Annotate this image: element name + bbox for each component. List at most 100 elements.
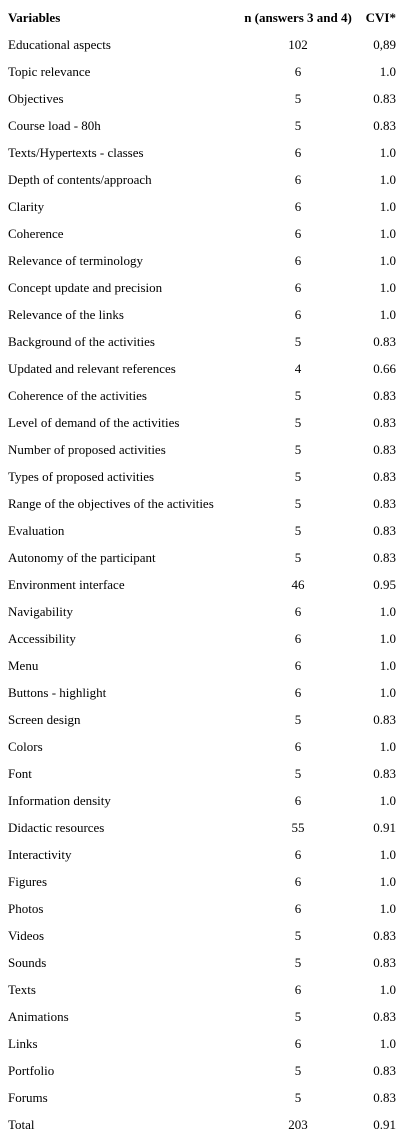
row-cell: 5	[294, 1009, 302, 1024]
row-label: Evaluation	[8, 523, 65, 538]
row-cell: 6	[294, 631, 302, 646]
row-label: Concept update and precision	[8, 280, 163, 295]
row-label: Links	[8, 1036, 38, 1051]
row-label: Screen design	[8, 712, 81, 727]
row-cell: 6	[294, 307, 302, 322]
row-label: Sounds	[8, 955, 47, 970]
row-cell: 6	[294, 199, 302, 214]
row-label: Background of the activities	[8, 334, 155, 349]
row-cell: 6	[294, 172, 302, 187]
row-cell: 0.83	[373, 1063, 396, 1078]
row-label: Educational aspects	[8, 37, 111, 52]
row-cell: 1.0	[379, 685, 396, 700]
row-cell: 0.83	[373, 550, 396, 565]
row-label: Depth of contents/approach	[8, 172, 152, 187]
row-cell: 1.0	[379, 172, 396, 187]
row-label: Relevance of the links	[8, 307, 124, 322]
row-cell: 1.0	[379, 739, 396, 754]
row-cell: 5	[294, 955, 302, 970]
row-cell: 6	[294, 658, 302, 673]
row-cell: 6	[294, 226, 302, 241]
row-cell: 1.0	[379, 64, 396, 79]
header-cell: Variables	[8, 10, 61, 25]
row-cell: 0.91	[373, 820, 396, 835]
row-cell: 6	[294, 874, 302, 889]
header-cell: n (answers 3 and 4)	[244, 10, 352, 25]
row-cell: 6	[294, 685, 302, 700]
row-cell: 6	[294, 847, 302, 862]
row-cell: 6	[294, 253, 302, 268]
row-cell: 6	[294, 1036, 302, 1051]
row-label: Didactic resources	[8, 820, 105, 835]
row-cell: 5	[294, 523, 302, 538]
row-cell: 46	[291, 577, 305, 592]
row-cell: 0.83	[373, 955, 396, 970]
row-label: Font	[8, 766, 32, 781]
row-cell: 1.0	[379, 847, 396, 862]
row-cell: 0.83	[373, 523, 396, 538]
row-label: Colors	[8, 739, 43, 754]
row-label: Course load - 80h	[8, 118, 101, 133]
row-cell: 5	[294, 928, 302, 943]
row-cell: 1.0	[379, 226, 396, 241]
row-label: Autonomy of the participant	[8, 550, 156, 565]
row-cell: 5	[294, 469, 302, 484]
row-label: Range of the objectives of the activitie…	[8, 496, 214, 511]
row-cell: 1.0	[379, 793, 396, 808]
row-cell: 0.83	[373, 712, 396, 727]
row-label: Objectives	[8, 91, 64, 106]
row-cell: 0,89	[373, 37, 396, 52]
row-cell: 0.66	[373, 361, 396, 376]
row-cell: 0.83	[373, 1090, 396, 1105]
row-label: Menu	[8, 658, 39, 673]
row-cell: 5	[294, 91, 302, 106]
row-cell: 0.83	[373, 415, 396, 430]
row-label: Environment interface	[8, 577, 125, 592]
row-cell: 5	[294, 496, 302, 511]
row-cell: 1.0	[379, 199, 396, 214]
row-cell: 4	[294, 361, 302, 376]
row-label: Interactivity	[8, 847, 72, 862]
row-cell: 0.83	[373, 388, 396, 403]
row-label: Figures	[8, 874, 47, 889]
row-cell: 5	[294, 334, 302, 349]
row-cell: 1.0	[379, 253, 396, 268]
header-cell: CVI*	[365, 10, 396, 25]
row-label: Information density	[8, 793, 111, 808]
row-cell: 6	[294, 739, 302, 754]
row-cell: 1.0	[379, 604, 396, 619]
row-label: Portfolio	[8, 1063, 55, 1078]
row-label: Navigability	[8, 604, 73, 619]
row-label: Types of proposed activities	[8, 469, 155, 484]
row-cell: 6	[294, 145, 302, 160]
row-label: Texts	[8, 982, 36, 997]
row-cell: 5	[294, 712, 302, 727]
row-cell: 6	[294, 280, 302, 295]
row-label: Total	[8, 1117, 35, 1132]
row-cell: 5	[294, 550, 302, 565]
row-cell: 1.0	[379, 982, 396, 997]
row-cell: 0.83	[373, 766, 396, 781]
row-cell: 0.83	[373, 442, 396, 457]
row-cell: 5	[294, 1063, 302, 1078]
row-label: Forums	[8, 1090, 48, 1105]
row-label: Buttons - highlight	[8, 685, 107, 700]
row-label: Clarity	[8, 199, 45, 214]
row-cell: 5	[294, 118, 302, 133]
row-label: Accessibility	[8, 631, 76, 646]
row-cell: 6	[294, 901, 302, 916]
row-cell: 6	[294, 793, 302, 808]
row-label: Animations	[8, 1009, 69, 1024]
row-cell: 6	[294, 64, 302, 79]
row-cell: 1.0	[379, 1036, 396, 1051]
row-cell: 0.83	[373, 118, 396, 133]
row-cell: 6	[294, 982, 302, 997]
row-cell: 1.0	[379, 658, 396, 673]
row-cell: 5	[294, 415, 302, 430]
row-label: Topic relevance	[8, 64, 91, 79]
row-cell: 1.0	[379, 901, 396, 916]
row-label: Coherence	[8, 226, 64, 241]
row-cell: 5	[294, 442, 302, 457]
row-cell: 203	[288, 1117, 308, 1132]
